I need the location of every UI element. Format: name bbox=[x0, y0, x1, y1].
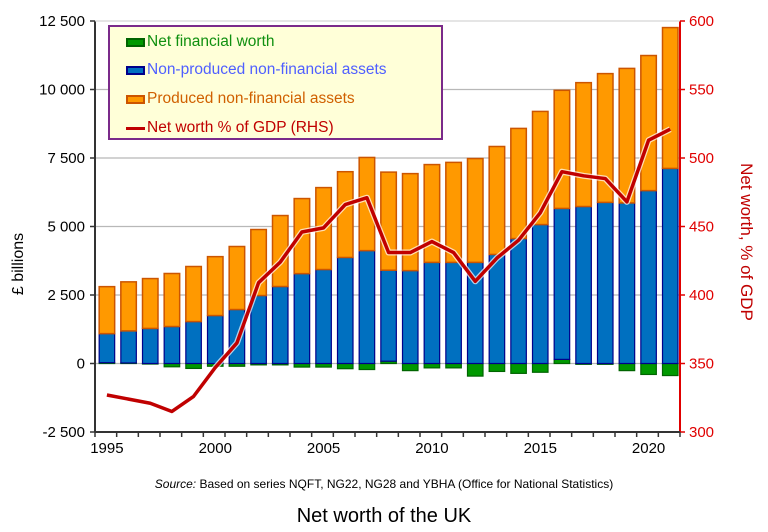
y-axis-label: £ billions bbox=[10, 232, 28, 296]
bar-non-produced-assets bbox=[271, 285, 289, 365]
bar-produced-assets bbox=[163, 272, 181, 328]
bar-produced-assets bbox=[445, 161, 463, 264]
y2-axis-label: Net worth, % of GDP bbox=[736, 163, 756, 321]
legend-item-net-financial-worth: Net financial worth bbox=[126, 33, 275, 51]
bar-produced-assets bbox=[141, 277, 159, 330]
bar-produced-assets bbox=[401, 172, 419, 272]
bar-non-produced-assets bbox=[445, 261, 462, 365]
bar-produced-assets bbox=[423, 163, 441, 264]
bar-non-produced-assets bbox=[380, 269, 397, 362]
bar-net-financial-worth bbox=[401, 362, 419, 372]
chart-title: Net worth of the UK bbox=[296, 505, 472, 527]
legend-swatch-blue bbox=[126, 65, 145, 75]
y-tick-label: 5 000 bbox=[47, 219, 85, 236]
x-tick-label: 2005 bbox=[307, 440, 340, 457]
x-tick-label: 2020 bbox=[632, 440, 665, 457]
bar-non-produced-assets bbox=[120, 330, 137, 364]
x-tick-label: 2010 bbox=[415, 440, 448, 457]
bar-produced-assets bbox=[640, 54, 658, 192]
source-text: Based on series NQFT, NG22, NG28 and YBH… bbox=[196, 477, 614, 491]
y-tick-label: -2 500 bbox=[42, 424, 85, 441]
y2-tick-label: 350 bbox=[689, 356, 714, 373]
y2-tick-label: 500 bbox=[689, 150, 714, 167]
bar-non-produced-assets bbox=[315, 268, 332, 365]
bar-produced-assets bbox=[228, 245, 246, 311]
y2-tick-label: 400 bbox=[689, 287, 714, 304]
bar-non-produced-assets bbox=[553, 207, 571, 360]
bar-net-financial-worth bbox=[336, 362, 354, 370]
y2-tick-label: 300 bbox=[689, 424, 714, 441]
y-tick-label: 7 500 bbox=[47, 150, 85, 167]
bar-non-produced-assets bbox=[185, 320, 202, 365]
bar-net-financial-worth bbox=[445, 362, 462, 369]
y2-tick-label: 550 bbox=[689, 82, 714, 99]
bar-produced-assets bbox=[596, 72, 614, 204]
bar-net-financial-worth bbox=[661, 362, 679, 377]
legend-swatch-line bbox=[126, 126, 145, 130]
bar-non-produced-assets bbox=[141, 327, 159, 365]
bar-non-produced-assets bbox=[163, 325, 181, 365]
bar-non-produced-assets bbox=[575, 205, 592, 365]
bar-non-produced-assets bbox=[596, 201, 614, 365]
y-tick-label: 10 000 bbox=[39, 82, 85, 99]
y-tick-label: 2 500 bbox=[47, 287, 85, 304]
bar-non-produced-assets bbox=[336, 256, 354, 365]
legend-item-non-produced: Non-produced non-financial assets bbox=[126, 61, 387, 79]
source-label: Source: bbox=[154, 477, 197, 491]
source-note: Source: Based on series NQFT, NG22, NG28… bbox=[0, 477, 768, 491]
y-tick-label: 0 bbox=[77, 356, 85, 373]
bar-produced-assets bbox=[510, 127, 528, 240]
bar-net-financial-worth bbox=[423, 362, 441, 369]
bar-produced-assets bbox=[575, 81, 593, 208]
legend-label: Produced non-financial assets bbox=[147, 90, 355, 107]
bar-produced-assets bbox=[98, 285, 116, 335]
bar-non-produced-assets bbox=[661, 167, 679, 365]
bar-non-produced-assets bbox=[531, 223, 549, 365]
y-tick-label: 12 500 bbox=[39, 13, 85, 30]
bar-non-produced-assets bbox=[423, 261, 441, 365]
bar-non-produced-assets bbox=[358, 250, 376, 365]
bar-net-financial-worth bbox=[618, 362, 636, 372]
bar-produced-assets bbox=[661, 26, 679, 170]
bar-net-financial-worth bbox=[510, 362, 527, 374]
bar-produced-assets bbox=[120, 281, 138, 332]
bar-non-produced-assets bbox=[640, 190, 657, 365]
legend-swatch-orange bbox=[126, 94, 145, 104]
bar-net-financial-worth bbox=[185, 362, 202, 370]
bar-non-produced-assets bbox=[206, 314, 224, 365]
bar-net-financial-worth bbox=[640, 362, 657, 376]
legend-item-produced: Produced non-financial assets bbox=[126, 90, 355, 108]
bar-non-produced-assets bbox=[488, 253, 506, 365]
bar-net-financial-worth bbox=[531, 362, 549, 373]
bar-non-produced-assets bbox=[293, 273, 311, 365]
bar-non-produced-assets bbox=[401, 270, 419, 365]
y2-tick-label: 450 bbox=[689, 219, 714, 236]
x-tick-label: 1995 bbox=[90, 440, 123, 457]
x-tick-label: 2000 bbox=[199, 440, 232, 457]
legend-label: Non-produced non-financial assets bbox=[147, 61, 387, 78]
legend-item-net-worth-gdp: Net worth % of GDP (RHS) bbox=[126, 119, 334, 137]
bar-produced-assets bbox=[553, 89, 571, 210]
bar-produced-assets bbox=[466, 157, 484, 264]
bar-produced-assets bbox=[531, 110, 549, 226]
legend-label: Net worth % of GDP (RHS) bbox=[147, 119, 334, 136]
legend-swatch-green bbox=[126, 37, 145, 47]
bar-net-financial-worth bbox=[466, 362, 484, 377]
legend: Net financial worth Non-produced non-fin… bbox=[108, 25, 443, 140]
bar-net-financial-worth bbox=[553, 358, 571, 365]
y2-tick-label: 600 bbox=[689, 13, 714, 30]
bar-non-produced-assets bbox=[618, 202, 636, 365]
bar-non-produced-assets bbox=[510, 237, 527, 365]
bar-non-produced-assets bbox=[98, 333, 116, 364]
bar-net-financial-worth bbox=[358, 362, 376, 371]
bar-produced-assets bbox=[185, 265, 203, 323]
bar-produced-assets bbox=[488, 145, 506, 256]
legend-label: Net financial worth bbox=[147, 33, 275, 50]
bar-net-financial-worth bbox=[488, 362, 506, 373]
x-tick-label: 2015 bbox=[524, 440, 557, 457]
bar-produced-assets bbox=[206, 255, 224, 317]
